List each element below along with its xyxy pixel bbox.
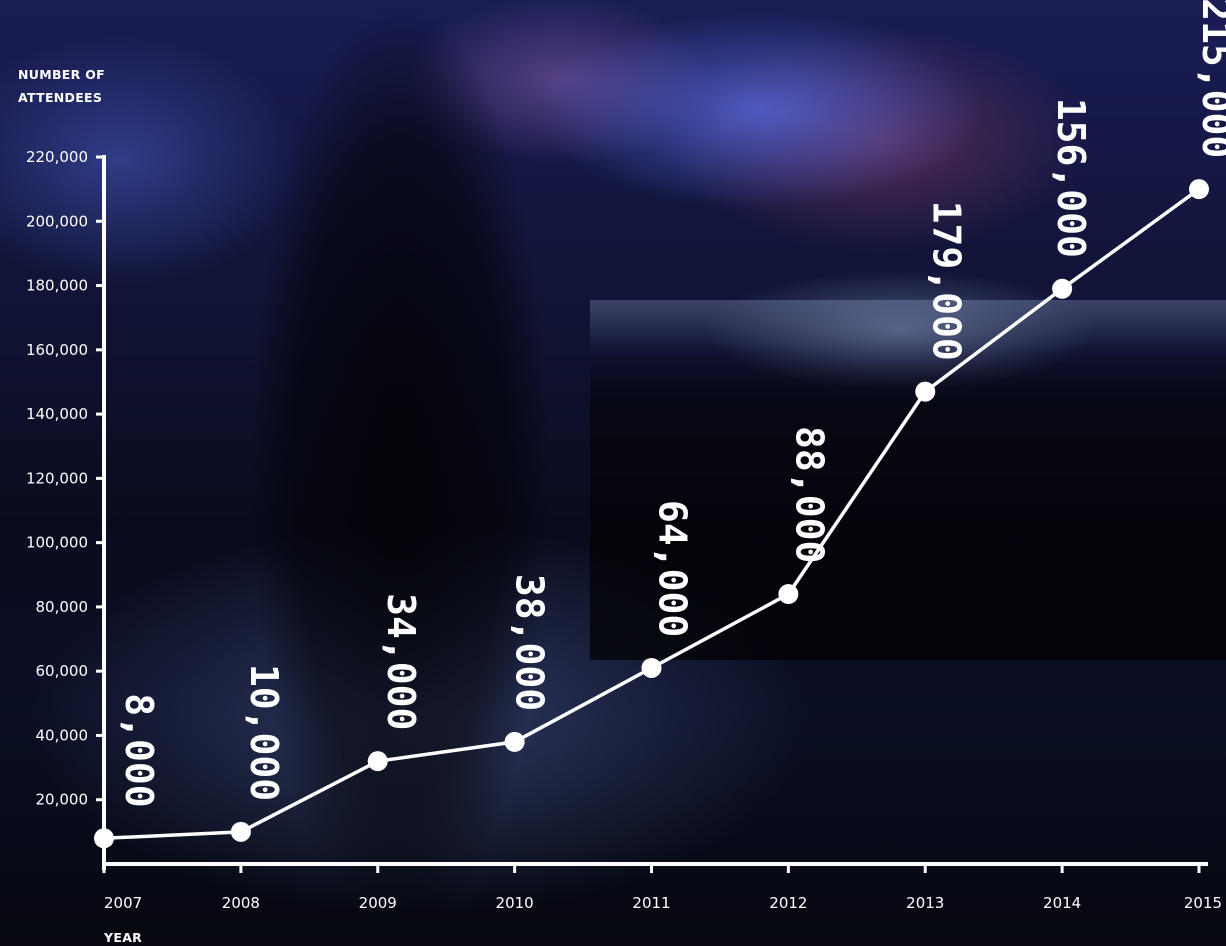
y-tick-label: 20,000 (36, 791, 89, 809)
y-tick-label: 80,000 (36, 598, 89, 616)
x-ticks: 2007 2008 2009 2010 2011 2012 2013 2014 2015 (102, 864, 1222, 912)
y-tick-label: 220,000 (26, 148, 88, 166)
y-axis-title-line-2: ATTENDEES (18, 90, 102, 105)
y-tick-label: 120,000 (26, 469, 88, 487)
y-tick-label: 180,000 (26, 277, 88, 295)
data-point-2011 (641, 657, 662, 678)
data-points (94, 179, 1209, 849)
x-tick-label: 2013 (906, 894, 944, 912)
data-point-2010 (504, 731, 525, 752)
x-tick-label: 2015 (1184, 894, 1222, 912)
data-label-2009: 34,000 (379, 593, 423, 730)
data-point-2014 (1052, 278, 1073, 299)
data-point-2015 (1189, 179, 1209, 200)
stage-shadow (590, 300, 1226, 660)
y-ticks: 20,000 40,000 60,000 80,000 100,000 120,000 14… (26, 148, 104, 809)
y-tick-label: 40,000 (36, 726, 89, 744)
y-axis-title-line-1: NUMBER OF (18, 67, 105, 82)
x-tick-label: 2012 (769, 894, 807, 912)
y-tick-label: 160,000 (26, 341, 88, 359)
y-tick-label: 140,000 (26, 405, 88, 423)
data-point-2007 (94, 828, 114, 849)
data-point-2012 (778, 584, 799, 605)
data-label-2012: 88,000 (787, 426, 831, 563)
data-point-2013 (915, 381, 936, 402)
y-tick-label: 200,000 (26, 212, 88, 230)
data-point-2008 (230, 821, 251, 842)
data-label-2013: 179,000 (924, 201, 968, 361)
data-label-2014: 156,000 (1049, 98, 1093, 258)
attendee-silhouette (250, 0, 550, 946)
data-label-2015: 215,000 (1194, 0, 1226, 158)
data-label-2011: 64,000 (651, 500, 695, 637)
data-label-2010: 38,000 (508, 574, 552, 711)
x-axis-title: YEAR (103, 930, 142, 945)
y-tick-label: 60,000 (36, 662, 89, 680)
data-point-2009 (367, 751, 388, 772)
y-tick-label: 100,000 (26, 534, 88, 552)
data-label-2008: 10,000 (242, 664, 286, 801)
data-labels: 8,000 10,000 34,000 38,000 64,000 88,000 179,0… (117, 0, 1226, 808)
x-tick-label: 2010 (496, 894, 534, 912)
x-tick-label: 2011 (632, 894, 670, 912)
x-tick-label: 2007 (104, 894, 142, 912)
x-tick-label: 2009 (359, 894, 397, 912)
x-tick-label: 2008 (222, 894, 260, 912)
x-tick-label: 2014 (1043, 894, 1081, 912)
data-label-2007: 8,000 (117, 693, 161, 807)
